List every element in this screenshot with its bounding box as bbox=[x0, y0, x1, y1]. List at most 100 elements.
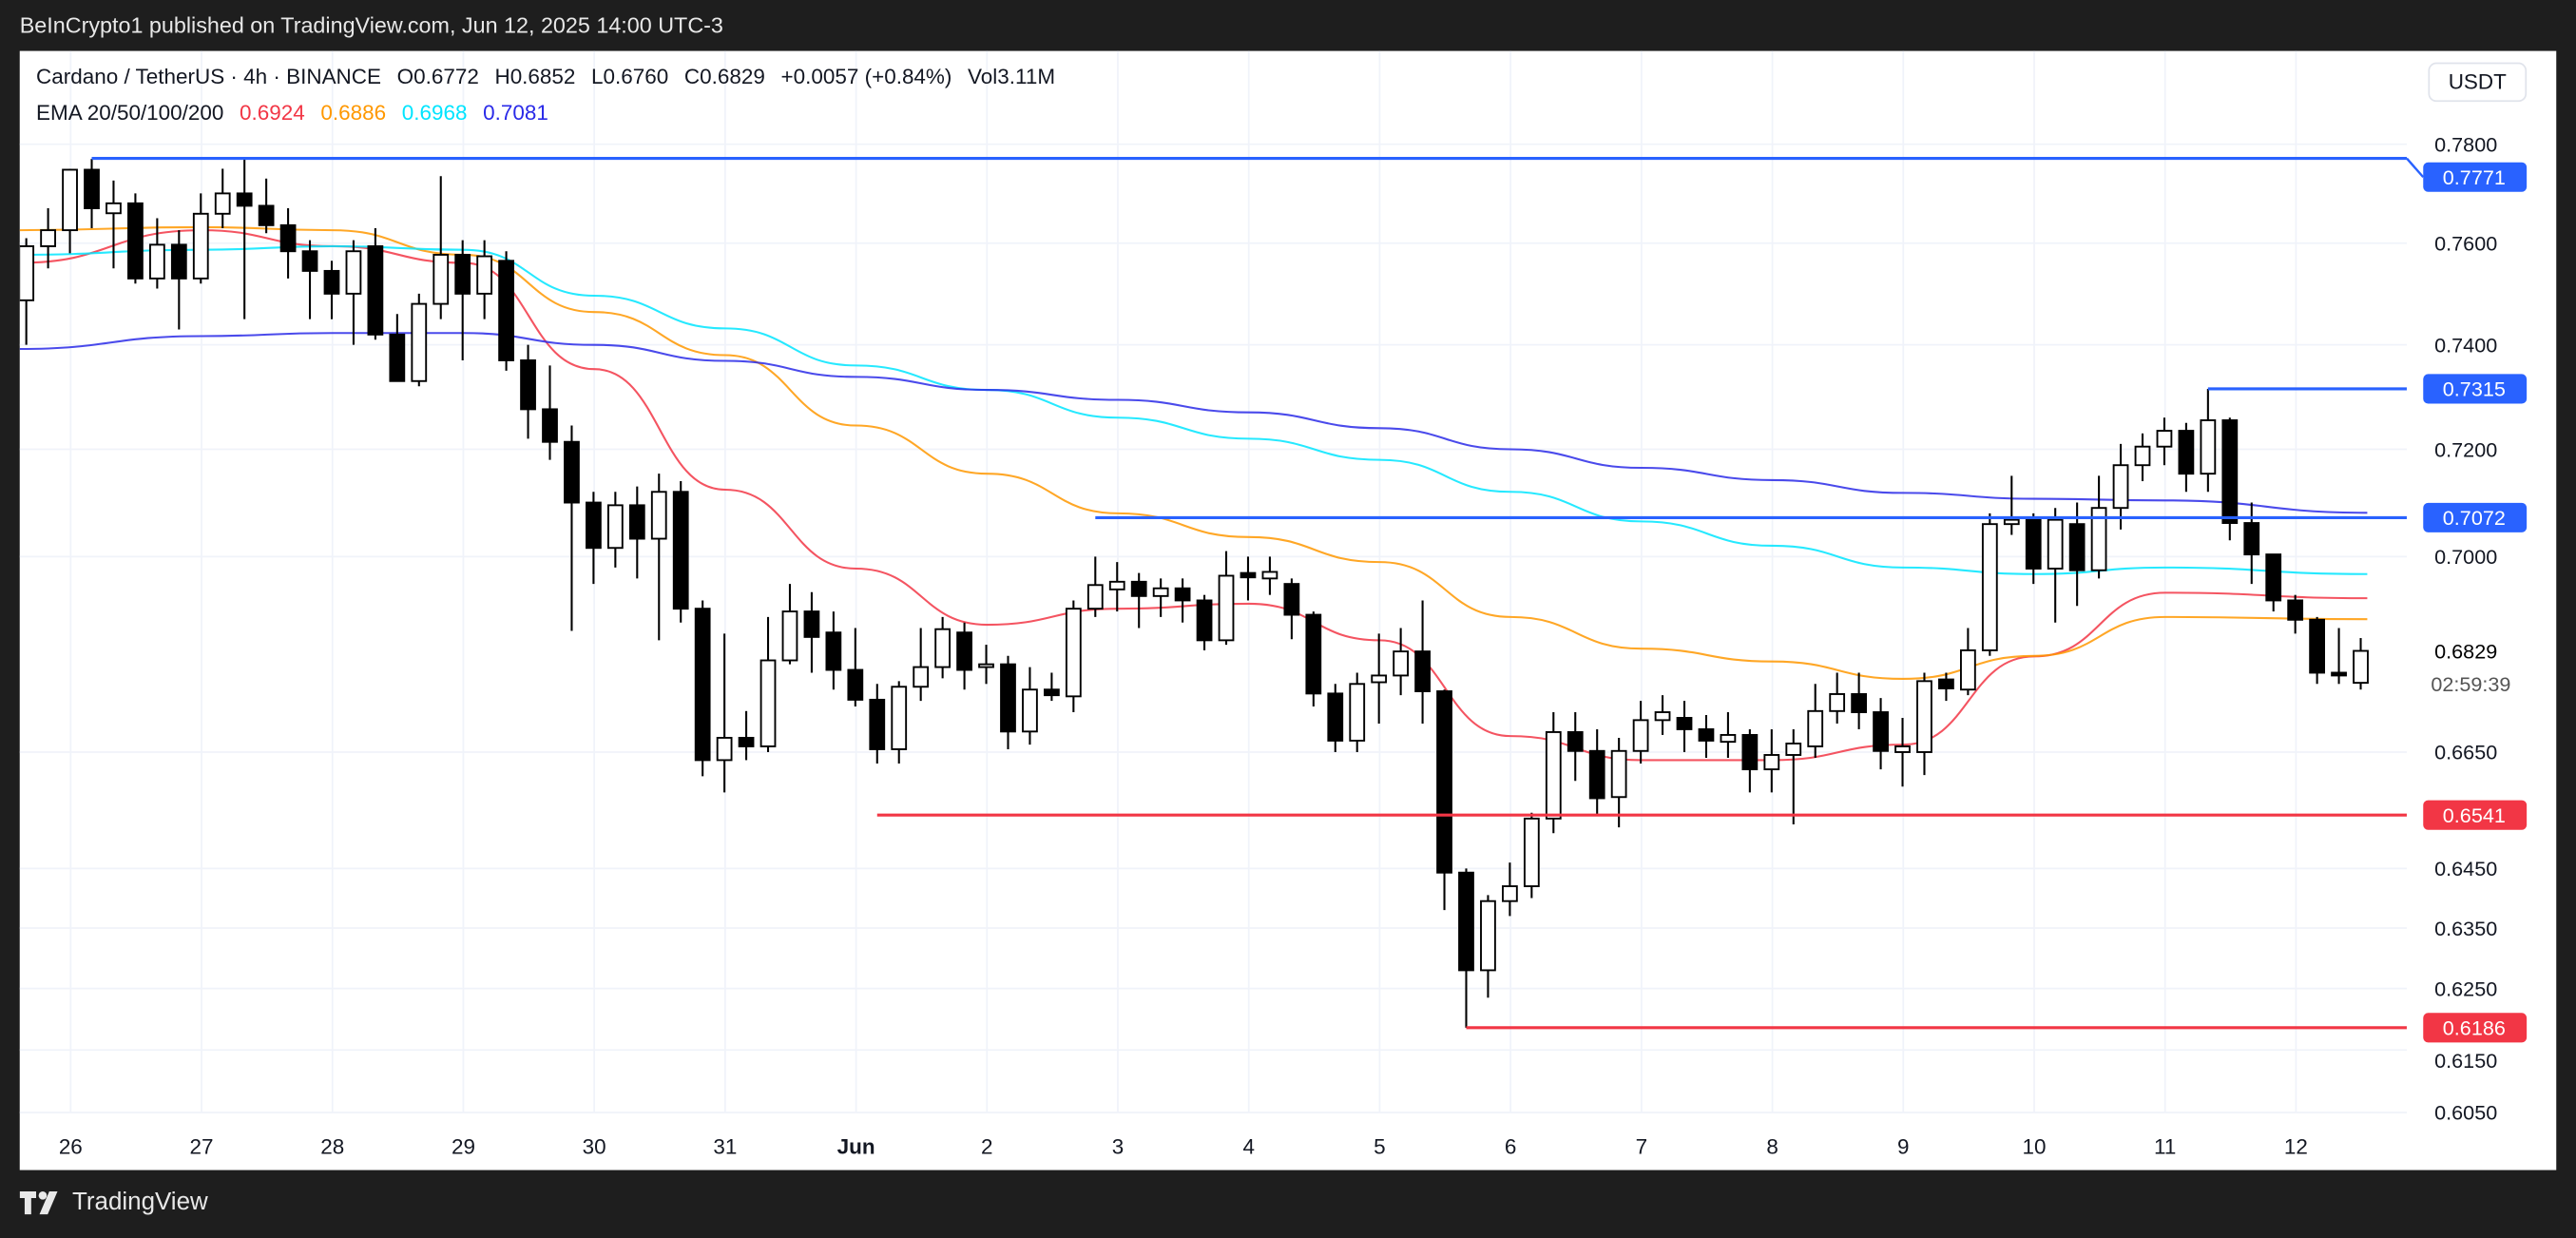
candle-body bbox=[1654, 711, 1671, 722]
price-chart[interactable]: 26 27 28 29 30 31 Jun 2 3 4 5 6 7 8 9 10 11 12 0.7800 0.777… bbox=[19, 50, 2557, 1170]
price-label-connector bbox=[2406, 157, 2425, 179]
x-tick-label: 5 bbox=[1374, 1134, 1386, 1158]
candle-body bbox=[1829, 693, 1846, 712]
candle bbox=[1283, 578, 1300, 640]
candle-body bbox=[1283, 583, 1300, 616]
candle bbox=[628, 486, 645, 579]
candle-body bbox=[2025, 518, 2042, 570]
y-tick-label: 0.7600 bbox=[2434, 232, 2497, 256]
candle bbox=[1894, 717, 1911, 787]
candle-body bbox=[2221, 419, 2239, 525]
candle-body bbox=[1065, 608, 1082, 698]
x-tick-label: 27 bbox=[190, 1134, 214, 1158]
candle bbox=[606, 492, 624, 568]
x-tick-label: 10 bbox=[2023, 1134, 2047, 1158]
y-tick-label: 0.6250 bbox=[2434, 977, 2497, 1000]
candle-body bbox=[956, 631, 972, 671]
candle-body bbox=[454, 253, 471, 295]
candle bbox=[192, 193, 209, 284]
candle bbox=[1000, 655, 1016, 749]
candle-body bbox=[279, 223, 297, 253]
candle-body bbox=[1894, 745, 1911, 753]
price-label-bg bbox=[2423, 162, 2528, 192]
symbol-name[interactable]: Cardano / TetherUS · 4h · BINANCE bbox=[36, 64, 381, 89]
candle-body bbox=[1414, 650, 1431, 692]
x-tick-label: Jun bbox=[837, 1134, 875, 1158]
candle-body bbox=[345, 250, 362, 295]
ema100-value: 0.6968 bbox=[401, 100, 468, 126]
ema-legend: EMA 20/50/100/200 0.6924 0.6886 0.6968 0… bbox=[36, 100, 558, 126]
candle-body bbox=[1174, 587, 1191, 602]
x-tick-label: 9 bbox=[1897, 1134, 1910, 1158]
branding-text: TradingView bbox=[72, 1188, 208, 1216]
candle bbox=[2068, 502, 2086, 607]
candle-body bbox=[62, 168, 78, 232]
candle-body bbox=[148, 243, 165, 280]
candle bbox=[1938, 672, 1954, 702]
candle bbox=[1371, 633, 1388, 724]
currency-button[interactable]: USDT bbox=[2428, 62, 2528, 103]
candle bbox=[956, 622, 972, 690]
candle-body bbox=[84, 168, 100, 209]
candle-body bbox=[1785, 742, 1802, 756]
candle bbox=[1327, 684, 1344, 752]
candle-body bbox=[1873, 711, 1889, 752]
x-tick-label: 4 bbox=[1242, 1134, 1255, 1158]
price-label: 0.6186 bbox=[2443, 1016, 2506, 1040]
candle bbox=[301, 240, 318, 319]
candle bbox=[389, 314, 406, 382]
candle bbox=[694, 600, 711, 777]
ema-line-ema200 bbox=[19, 332, 2368, 514]
tradingview-branding: TradingView bbox=[19, 1188, 208, 1218]
candle-body bbox=[476, 255, 493, 295]
candle bbox=[1981, 513, 1998, 656]
price-label: 0.6541 bbox=[2443, 803, 2506, 827]
candle-body bbox=[1567, 730, 1584, 752]
candle-body bbox=[411, 302, 428, 382]
candle-body bbox=[2134, 445, 2151, 467]
candle-body bbox=[2200, 419, 2217, 475]
candle bbox=[148, 218, 165, 289]
ema-label[interactable]: EMA 20/50/100/200 bbox=[36, 100, 224, 126]
candle bbox=[1502, 862, 1518, 917]
candle bbox=[476, 240, 493, 319]
candle-body bbox=[1371, 674, 1388, 684]
price-label-bg bbox=[2423, 1013, 2528, 1043]
price-label-bg bbox=[2423, 800, 2528, 830]
candle bbox=[1174, 578, 1191, 623]
candle bbox=[1196, 594, 1213, 650]
candle-body bbox=[913, 666, 930, 688]
candle-body bbox=[1545, 730, 1562, 820]
candle bbox=[1458, 868, 1474, 1028]
x-tick-label: 7 bbox=[1636, 1134, 1647, 1158]
candle-body bbox=[1000, 663, 1016, 733]
candle bbox=[40, 208, 56, 269]
price-label-bg bbox=[2423, 374, 2528, 404]
candle bbox=[454, 240, 471, 360]
candle bbox=[2221, 417, 2239, 541]
candle bbox=[520, 344, 536, 439]
price-label: 0.7072 bbox=[2443, 506, 2506, 530]
candle bbox=[913, 628, 930, 702]
candle bbox=[1807, 684, 1824, 759]
candle bbox=[84, 159, 100, 229]
candle bbox=[1785, 728, 1802, 825]
candle-body bbox=[192, 212, 209, 280]
candle-body bbox=[127, 202, 144, 280]
ohlc-open: O0.6772 bbox=[396, 64, 479, 89]
candle bbox=[803, 591, 820, 673]
candle-body bbox=[564, 440, 580, 504]
candle-body bbox=[1720, 733, 1737, 744]
candle bbox=[2331, 628, 2347, 685]
candle-body bbox=[1130, 580, 1147, 597]
candle-body bbox=[433, 253, 450, 305]
x-tick-label: 12 bbox=[2284, 1134, 2308, 1158]
ema-line-ema20 bbox=[19, 229, 2368, 762]
candle-body bbox=[1981, 523, 1998, 651]
candle bbox=[650, 474, 667, 641]
candle-body bbox=[389, 333, 406, 382]
candle bbox=[672, 481, 689, 623]
chart-panel[interactable]: 26 27 28 29 30 31 Jun 2 3 4 5 6 7 8 9 10 11 12 0.7800 0.777… bbox=[19, 50, 2557, 1170]
ema20-value: 0.6924 bbox=[240, 100, 305, 126]
